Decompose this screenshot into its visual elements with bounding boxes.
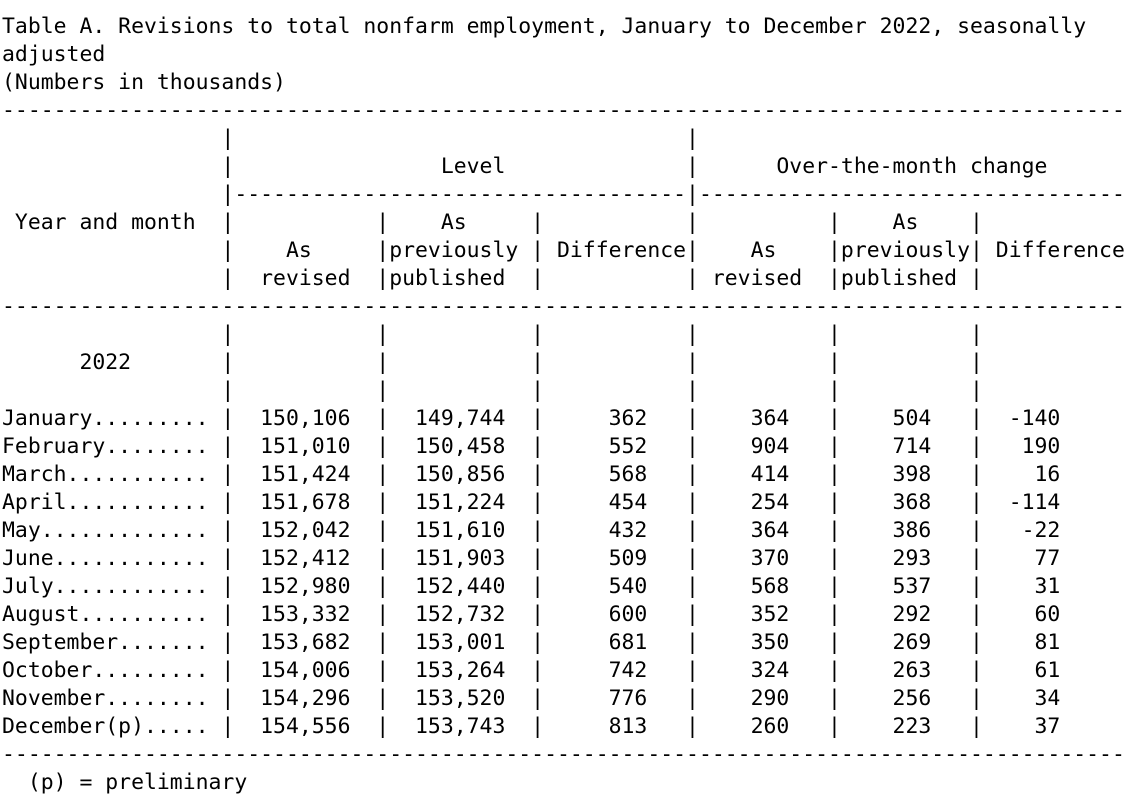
table-title-line-1: Table A. Revisions to total nonfarm empl… <box>2 14 1087 39</box>
group-header-row: | Level | Over-the-month change <box>2 154 1048 179</box>
data-row: November........ | 154,296 | 153,520 | 7… <box>2 686 1061 711</box>
column-header-row-1: Year and month | | As | | | As | <box>2 210 983 235</box>
separator: ----------------------------------------… <box>2 742 1125 767</box>
data-row: January......... | 150,106 | 149,744 | 3… <box>2 406 1061 431</box>
group-separator: |-----------------------------------|---… <box>2 182 1125 207</box>
data-row: July............ | 152,980 | 152,440 | 5… <box>2 574 1061 599</box>
data-row: June............ | 152,412 | 151,903 | 5… <box>2 546 1061 571</box>
data-row: February........ | 151,010 | 150,458 | 5… <box>2 434 1061 459</box>
data-row: September....... | 153,682 | 153,001 | 6… <box>2 630 1061 655</box>
blank-row: | | | | | | <box>2 378 983 403</box>
data-row: March........... | 151,424 | 150,856 | 5… <box>2 462 1061 487</box>
header-blank-row: | | <box>2 126 699 151</box>
footnote: (p) = preliminary <box>27 770 248 795</box>
blank-row: | | | | | | <box>2 322 983 347</box>
data-row: May............. | 152,042 | 151,610 | 4… <box>2 518 1061 543</box>
table-body: ----------------------------------------… <box>2 97 1147 769</box>
table-title-line-3: (Numbers in thousands) <box>2 70 286 95</box>
year-row: 2022 | | | | | | <box>2 350 983 375</box>
data-row: December(p)..... | 154,556 | 153,743 | 8… <box>2 714 1061 739</box>
data-row: October......... | 154,006 | 153,264 | 7… <box>2 658 1061 683</box>
table-title-line-2: adjusted <box>2 42 106 67</box>
column-header-row-2: | As |previously | Difference| As |previ… <box>2 238 1125 263</box>
column-header-row-3: | revised |published | | revised |publis… <box>2 266 983 291</box>
data-row: April........... | 151,678 | 151,224 | 4… <box>2 490 1061 515</box>
separator: ----------------------------------------… <box>2 294 1125 319</box>
data-row: August.......... | 153,332 | 152,732 | 6… <box>2 602 1061 627</box>
separator: ----------------------------------------… <box>2 98 1125 123</box>
